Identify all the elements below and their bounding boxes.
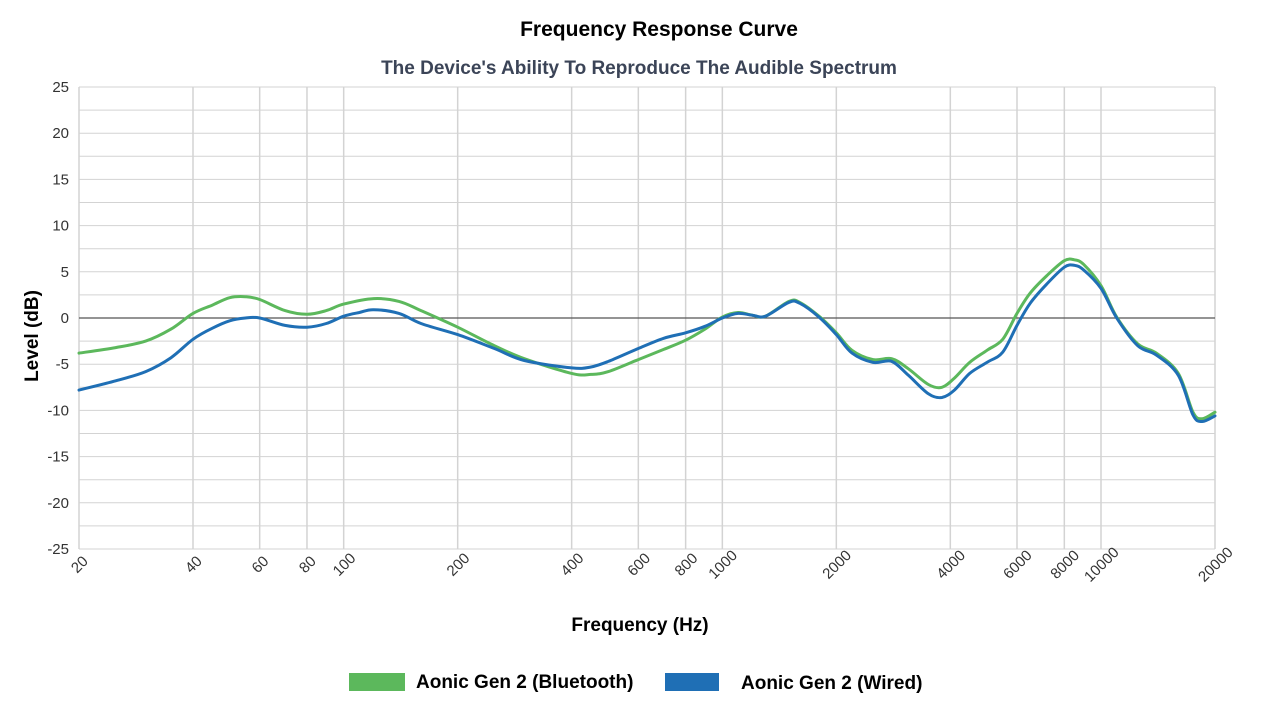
x-tick-label: 100 <box>330 550 360 580</box>
x-tick-label: 8000 <box>1047 547 1083 583</box>
x-tick-label: 20 <box>68 553 92 577</box>
x-tick-label: 1000 <box>705 547 741 583</box>
y-axis-label: Level (dB) <box>22 290 43 382</box>
y-tick-label: -20 <box>47 495 69 512</box>
series-line-0 <box>77 257 1217 421</box>
legend-label-wired: Aonic Gen 2 (Wired) <box>741 673 922 694</box>
series-line-1 <box>77 263 1217 423</box>
y-tick-label: 5 <box>61 264 69 281</box>
x-tick-label: 2000 <box>819 547 855 583</box>
y-tick-label: 0 <box>61 310 69 327</box>
legend-label-bluetooth: Aonic Gen 2 (Bluetooth) <box>416 672 633 693</box>
x-tick-label: 4000 <box>933 547 969 583</box>
y-tick-label: -5 <box>56 356 69 373</box>
y-tick-label: 15 <box>52 171 69 188</box>
grid-lines <box>78 86 1216 550</box>
chart-subtitle: The Device's Ability To Reproduce The Au… <box>381 58 897 79</box>
x-tick-label: 10000 <box>1081 544 1123 586</box>
y-tick-label: -15 <box>47 449 69 466</box>
x-tick-label: 20000 <box>1195 544 1237 586</box>
x-tick-label: 800 <box>672 550 702 580</box>
legend-swatch-wired <box>665 673 719 691</box>
y-tick-label: -10 <box>47 402 69 419</box>
x-tick-label: 6000 <box>1000 547 1036 583</box>
y-tick-label: 25 <box>52 79 69 96</box>
x-tick-label: 600 <box>624 550 654 580</box>
x-tick-label: 60 <box>249 553 273 577</box>
y-tick-label: 10 <box>52 218 69 235</box>
series-layer <box>77 257 1217 423</box>
x-tick-label: 80 <box>296 553 320 577</box>
x-tick-label: 40 <box>182 553 206 577</box>
x-tick-label: 200 <box>444 550 474 580</box>
x-tick-label: 400 <box>558 550 588 580</box>
legend: Aonic Gen 2 (Bluetooth) Aonic Gen 2 (Wir… <box>349 672 922 694</box>
x-axis-label: Frequency (Hz) <box>571 615 708 636</box>
chart-title: Frequency Response Curve <box>520 18 798 41</box>
y-tick-label: -25 <box>47 541 69 558</box>
legend-swatch-bluetooth <box>349 673 405 691</box>
y-tick-label: 20 <box>52 125 69 142</box>
